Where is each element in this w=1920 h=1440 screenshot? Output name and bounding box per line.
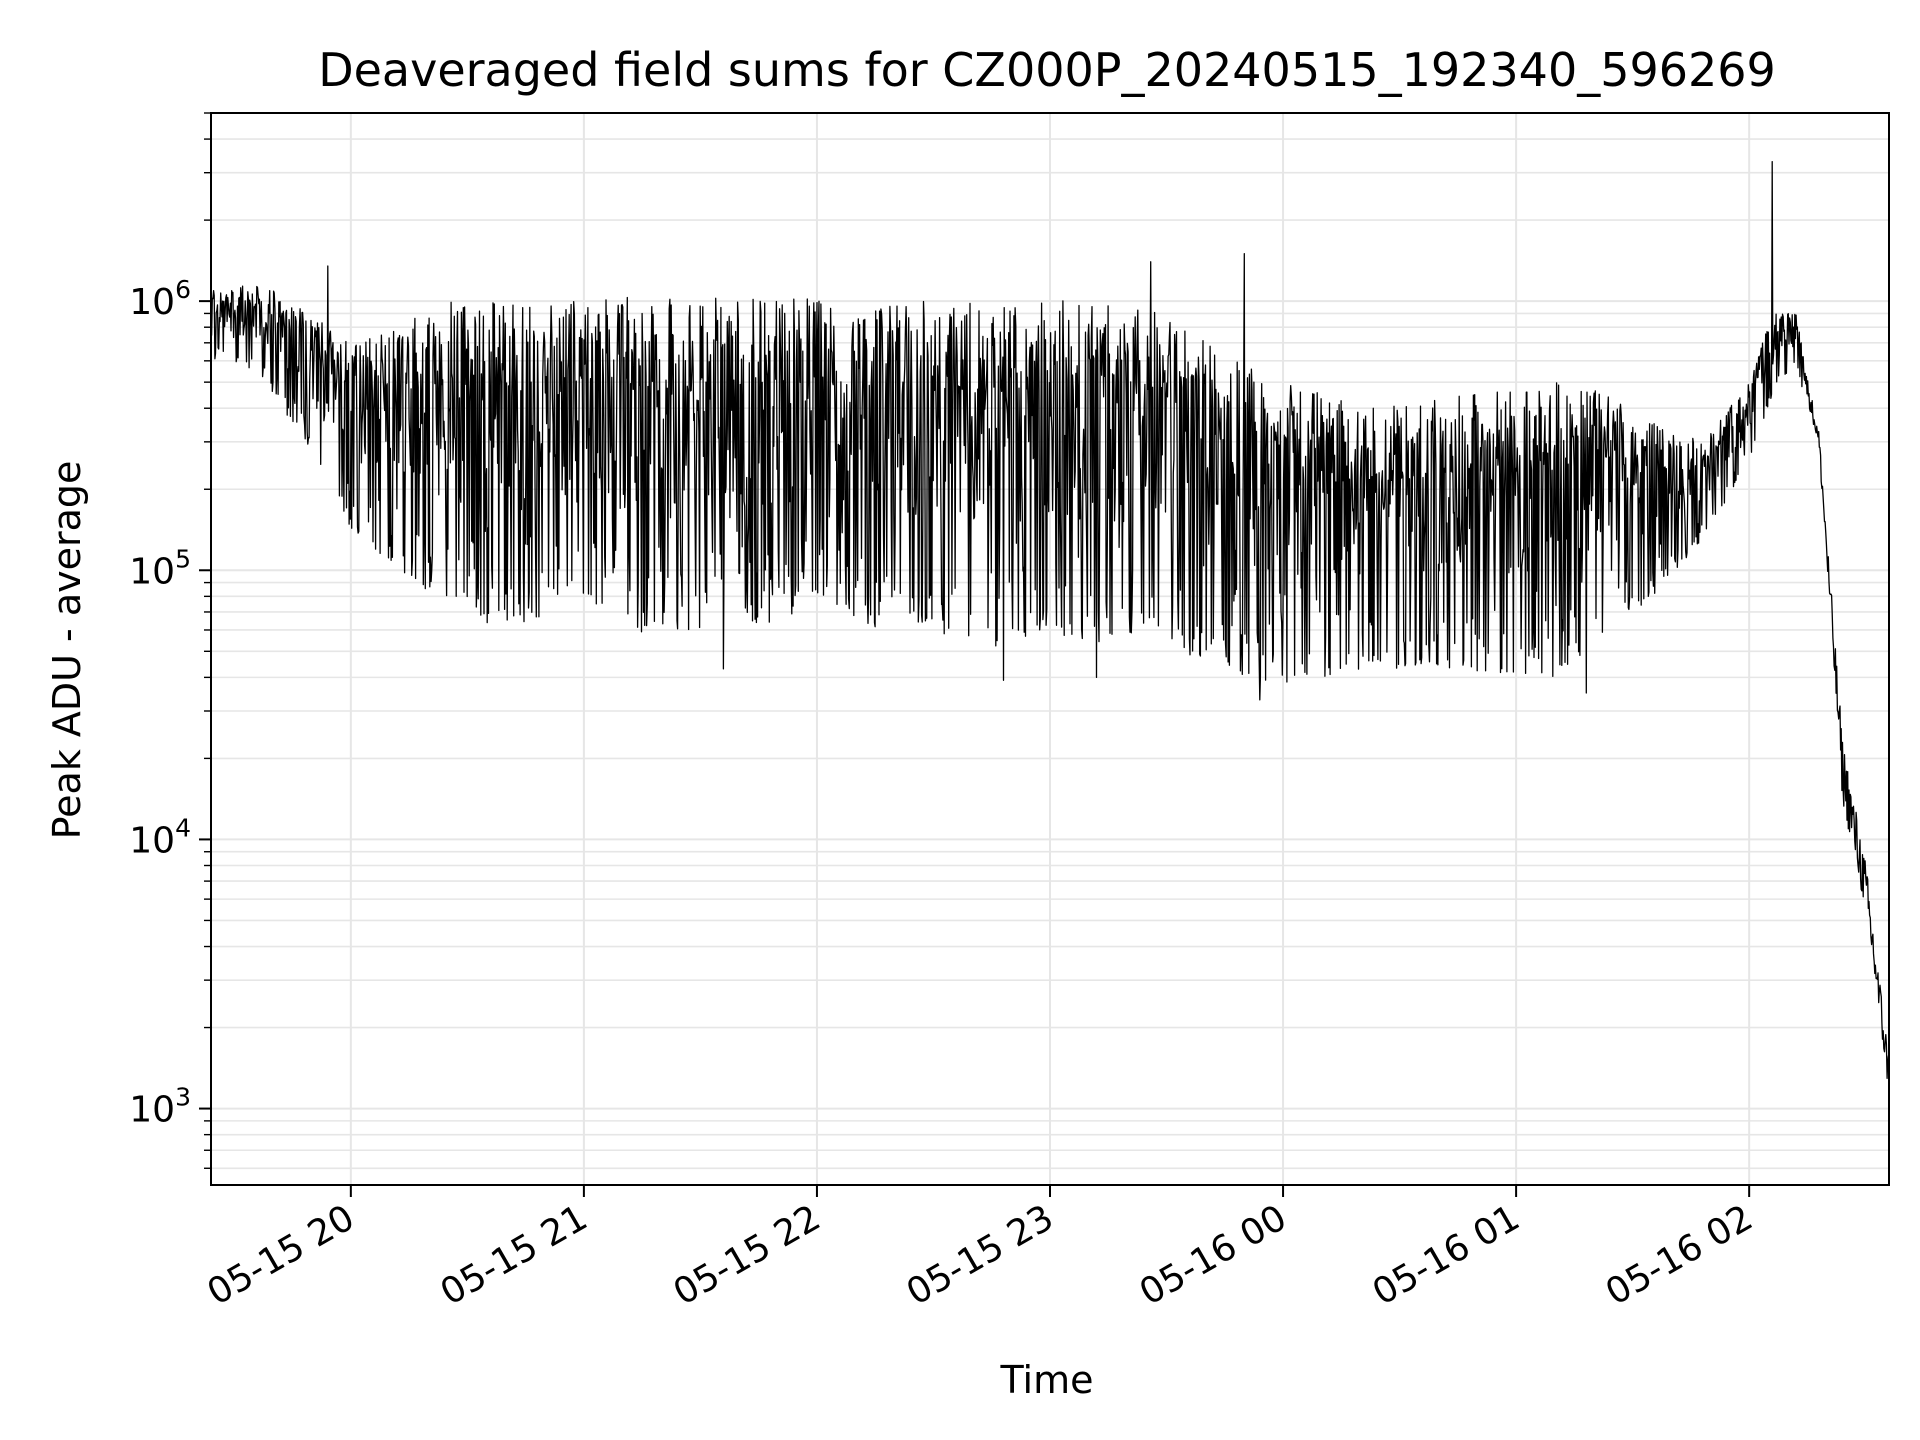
series-group [211, 160, 1889, 1093]
y-tick-label: 104 [129, 813, 191, 861]
chart-title: Deaveraged field sums for CZ000P_2024051… [318, 43, 1776, 97]
y-tick-label: 103 [129, 1083, 191, 1131]
gridlines [211, 112, 1889, 1185]
y-tick-label: 106 [129, 275, 191, 323]
y-tick-label: 105 [129, 544, 191, 592]
x-axis-label: Time [1000, 1358, 1094, 1402]
y-axis-label: Peak ADU - average [45, 461, 89, 840]
series-line [211, 160, 1889, 1093]
y-axis: 103 104 105 106 [129, 112, 211, 1169]
